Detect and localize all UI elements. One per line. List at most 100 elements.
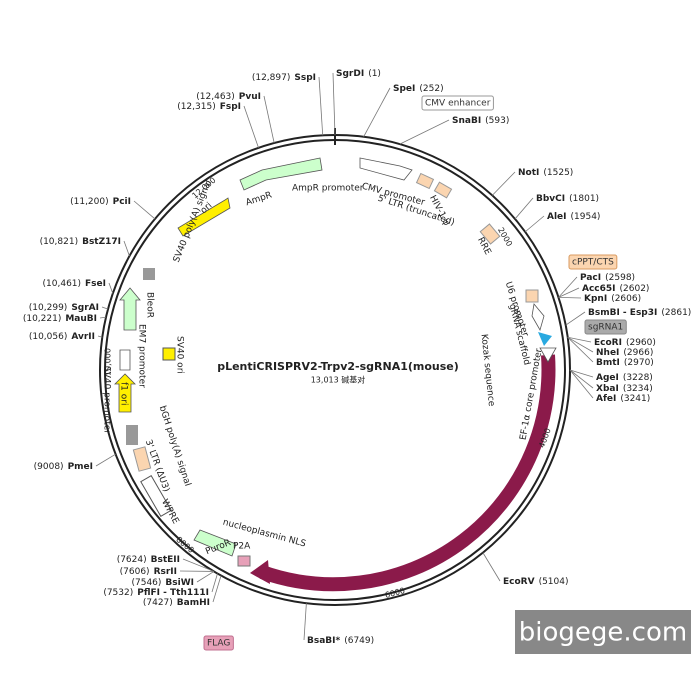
- rre-box: [479, 223, 501, 245]
- site-label: (7624) BstEII: [117, 555, 180, 565]
- site-name: BsaBI*: [307, 636, 340, 646]
- site-name: PciI: [113, 197, 131, 207]
- site-name: BmtI: [596, 358, 620, 368]
- site-leader: [212, 575, 222, 603]
- flag-box: [237, 555, 251, 567]
- site-position: (2598): [605, 273, 635, 283]
- site-leader: [524, 215, 545, 233]
- site-position: (3241): [620, 394, 650, 404]
- site-name: Acc65I: [582, 284, 616, 294]
- feature-label: SV40 ori: [175, 336, 185, 374]
- site-name: FspI: [220, 102, 241, 112]
- site-label: (7427) BamHI: [143, 598, 210, 608]
- site-label: (12,463) PvuI: [196, 92, 261, 102]
- site-position: (2970): [624, 358, 654, 368]
- site-leader: [491, 171, 516, 196]
- ori-arrow: [177, 197, 231, 237]
- site-leader: [558, 276, 578, 298]
- ef1a-arrow: [539, 347, 557, 363]
- site-position: (7427): [143, 598, 173, 608]
- site-name: SnaBI: [452, 116, 481, 126]
- site-label: KpnI (2606): [584, 294, 641, 304]
- sv40-promoter-box: [119, 349, 131, 371]
- site-name: BstZ17I: [82, 237, 121, 247]
- site-leader: [399, 119, 450, 145]
- site-name: RsrII: [154, 567, 177, 577]
- site-label: (11,200) PciI: [70, 197, 131, 207]
- site-name: BsiWI: [165, 578, 194, 588]
- feature-label: FLAG: [207, 639, 230, 649]
- feature-label: CMV enhancer: [425, 99, 491, 109]
- site-leader: [569, 369, 594, 389]
- site-label: BbvCI (1801): [536, 194, 599, 204]
- site-position: (1): [368, 69, 381, 79]
- site-leader: [99, 316, 107, 319]
- site-leader: [318, 76, 324, 136]
- site-position: (2861): [661, 308, 691, 318]
- site-position: (10,221): [23, 314, 62, 324]
- psi-box: [433, 181, 453, 199]
- site-leader: [196, 571, 215, 583]
- site-leader: [211, 573, 218, 593]
- site-name: SgrAI: [71, 303, 99, 313]
- puror-arrow: [193, 529, 237, 557]
- site-name: AgeI: [596, 373, 619, 383]
- site-position: (593): [485, 116, 509, 126]
- site-position: (2960): [626, 338, 656, 348]
- site-label: NheI (2966): [596, 348, 653, 358]
- ampr-arrow: [239, 157, 323, 191]
- site-position: (11,200): [70, 197, 109, 207]
- site-label: (7606) RsrII: [120, 567, 177, 577]
- site-name: BsmBI - Esp3I: [588, 308, 657, 318]
- site-leader: [363, 87, 391, 137]
- site-name: PmeI: [68, 462, 93, 472]
- site-leader: [332, 72, 336, 136]
- site-label: (10,056) AvrII: [29, 332, 95, 342]
- site-name: EcoRV: [503, 577, 535, 587]
- site-leader: [565, 311, 586, 326]
- site-name: PvuI: [239, 92, 261, 102]
- feature-box: [203, 635, 234, 651]
- bgh-box: [126, 425, 138, 445]
- site-name: SgrDI: [336, 69, 364, 79]
- site-name: SspI: [294, 73, 316, 83]
- watermark: biogege.com: [519, 618, 687, 648]
- site-name: KpnI: [584, 294, 607, 304]
- site-label: EcoRI (2960): [594, 338, 656, 348]
- site-leader: [569, 369, 594, 399]
- site-name: PflFI - Tth111I: [137, 588, 209, 598]
- site-position: (3234): [623, 384, 653, 394]
- feature-label: SV40 promoter: [102, 366, 112, 434]
- feature-label: sgRNA1: [588, 323, 623, 333]
- site-position: (10,056): [29, 332, 68, 342]
- feature-label: cPPT/CTS: [572, 258, 614, 268]
- sv40-ori-box: [162, 347, 176, 361]
- site-leader: [558, 287, 580, 298]
- site-position: (12,897): [252, 73, 291, 83]
- site-leader: [123, 240, 130, 257]
- site-label: (12,315) FspI: [177, 102, 241, 112]
- site-leader: [133, 200, 156, 220]
- site-position: (10,821): [40, 237, 79, 247]
- u6-arrow: [531, 303, 545, 332]
- site-name: SpeI: [393, 84, 415, 94]
- site-leader: [263, 95, 275, 144]
- site-name: PacI: [580, 273, 601, 283]
- site-label: (10,461) FseI: [43, 279, 106, 289]
- feature-box: [584, 319, 627, 335]
- site-name: BbvCI: [536, 194, 565, 204]
- site-leader: [567, 337, 594, 363]
- site-position: (1801): [569, 194, 599, 204]
- site-label: BmtI (2970): [596, 358, 654, 368]
- site-leader: [243, 105, 259, 148]
- cppt-box: [525, 289, 539, 303]
- site-position: (9008): [34, 462, 64, 472]
- feature-label: AmpR: [245, 190, 274, 208]
- site-leader: [182, 558, 215, 572]
- site-leader: [108, 282, 114, 294]
- site-name: XbaI: [596, 384, 619, 394]
- site-leader: [558, 296, 582, 299]
- site-label: BsmBI - Esp3I (2861): [588, 308, 691, 318]
- site-name: BamHI: [177, 598, 210, 608]
